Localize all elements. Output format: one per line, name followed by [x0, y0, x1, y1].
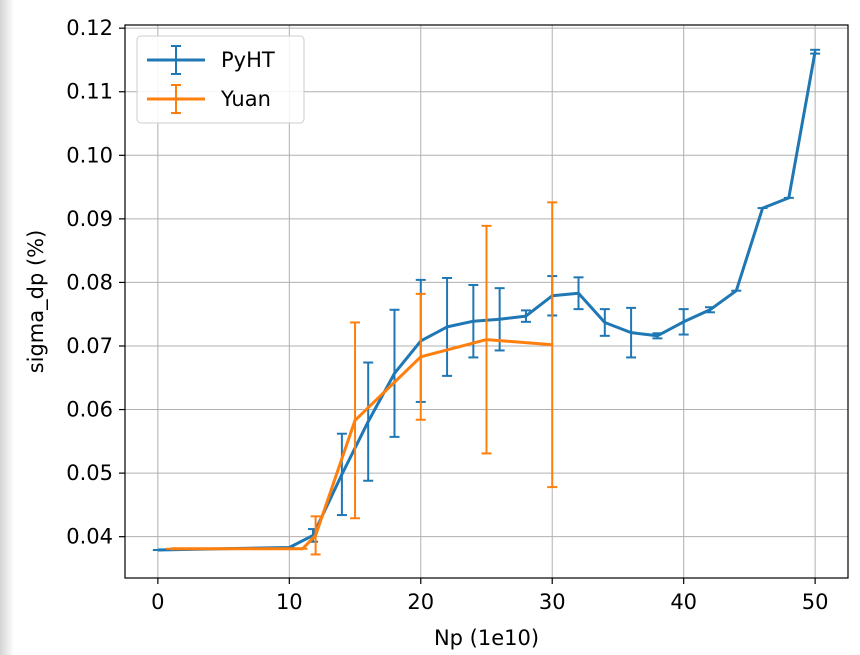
- ticks: 0 10 20 30 40 50 0.04 0.05 0.06 0.07 0.08 0.09 0.10 0…: [66, 16, 828, 614]
- errorbar-pyht: [652, 332, 663, 340]
- legend-marker-pyht: [147, 45, 205, 75]
- legend-label-pyht: PyHT: [221, 48, 275, 72]
- errorbar-yuan: [547, 201, 558, 489]
- legend-entry-pyht: PyHT: [147, 45, 275, 75]
- errorbar-yuan: [310, 515, 321, 556]
- errorbar-pyht: [336, 432, 347, 517]
- page-edge-shadow: [0, 0, 14, 655]
- legend: PyHT Yuan: [136, 35, 305, 124]
- errorbar-pyht: [573, 276, 584, 311]
- legend-box: [136, 35, 305, 124]
- y-tick-label: 0.04: [66, 525, 113, 549]
- x-tick-label: 0: [151, 590, 164, 614]
- x-tick-label: 40: [670, 590, 697, 614]
- y-tick-label: 0.08: [66, 270, 113, 294]
- errorbar-pyht: [626, 306, 637, 359]
- series-layer: [152, 48, 821, 556]
- errorbar-pyht: [468, 283, 479, 359]
- y-tick-label: 0.07: [66, 334, 113, 358]
- x-tick-label: 10: [276, 590, 303, 614]
- legend-entry-yuan: Yuan: [147, 84, 271, 114]
- errorbar-yuan: [415, 292, 426, 421]
- errorbar-pyht: [442, 276, 453, 377]
- errorbar-pyht: [704, 306, 715, 314]
- errorbar-pyht: [520, 309, 531, 323]
- errorbar-pyht: [599, 308, 610, 337]
- errorbar-pyht: [678, 308, 689, 336]
- errorbar-pyht: [810, 48, 821, 55]
- x-tick-label: 50: [802, 590, 829, 614]
- series-line-yuan: [171, 338, 553, 551]
- y-tick-label: 0.10: [66, 143, 113, 167]
- errorbar-pyht: [389, 308, 400, 438]
- y-tick-label: 0.11: [66, 80, 113, 104]
- y-axis-title: sigma_dp (%): [24, 230, 49, 374]
- x-axis-title: Np (1e10): [434, 626, 539, 650]
- y-tick-label: 0.05: [66, 461, 113, 485]
- errorbar-pyht: [363, 361, 374, 482]
- x-tick-label: 20: [407, 590, 434, 614]
- plot-frame: [124, 24, 849, 579]
- y-tick-label: 0.09: [66, 207, 113, 231]
- series-yuan: [166, 201, 558, 556]
- y-tick-label: 0.12: [66, 16, 113, 40]
- y-tick-label: 0.06: [66, 398, 113, 422]
- x-tick-label: 30: [539, 590, 566, 614]
- legend-marker-yuan: [147, 84, 205, 114]
- errorbar-yuan: [481, 224, 492, 455]
- errorbar-yuan: [350, 321, 361, 520]
- legend-label-yuan: Yuan: [220, 87, 271, 111]
